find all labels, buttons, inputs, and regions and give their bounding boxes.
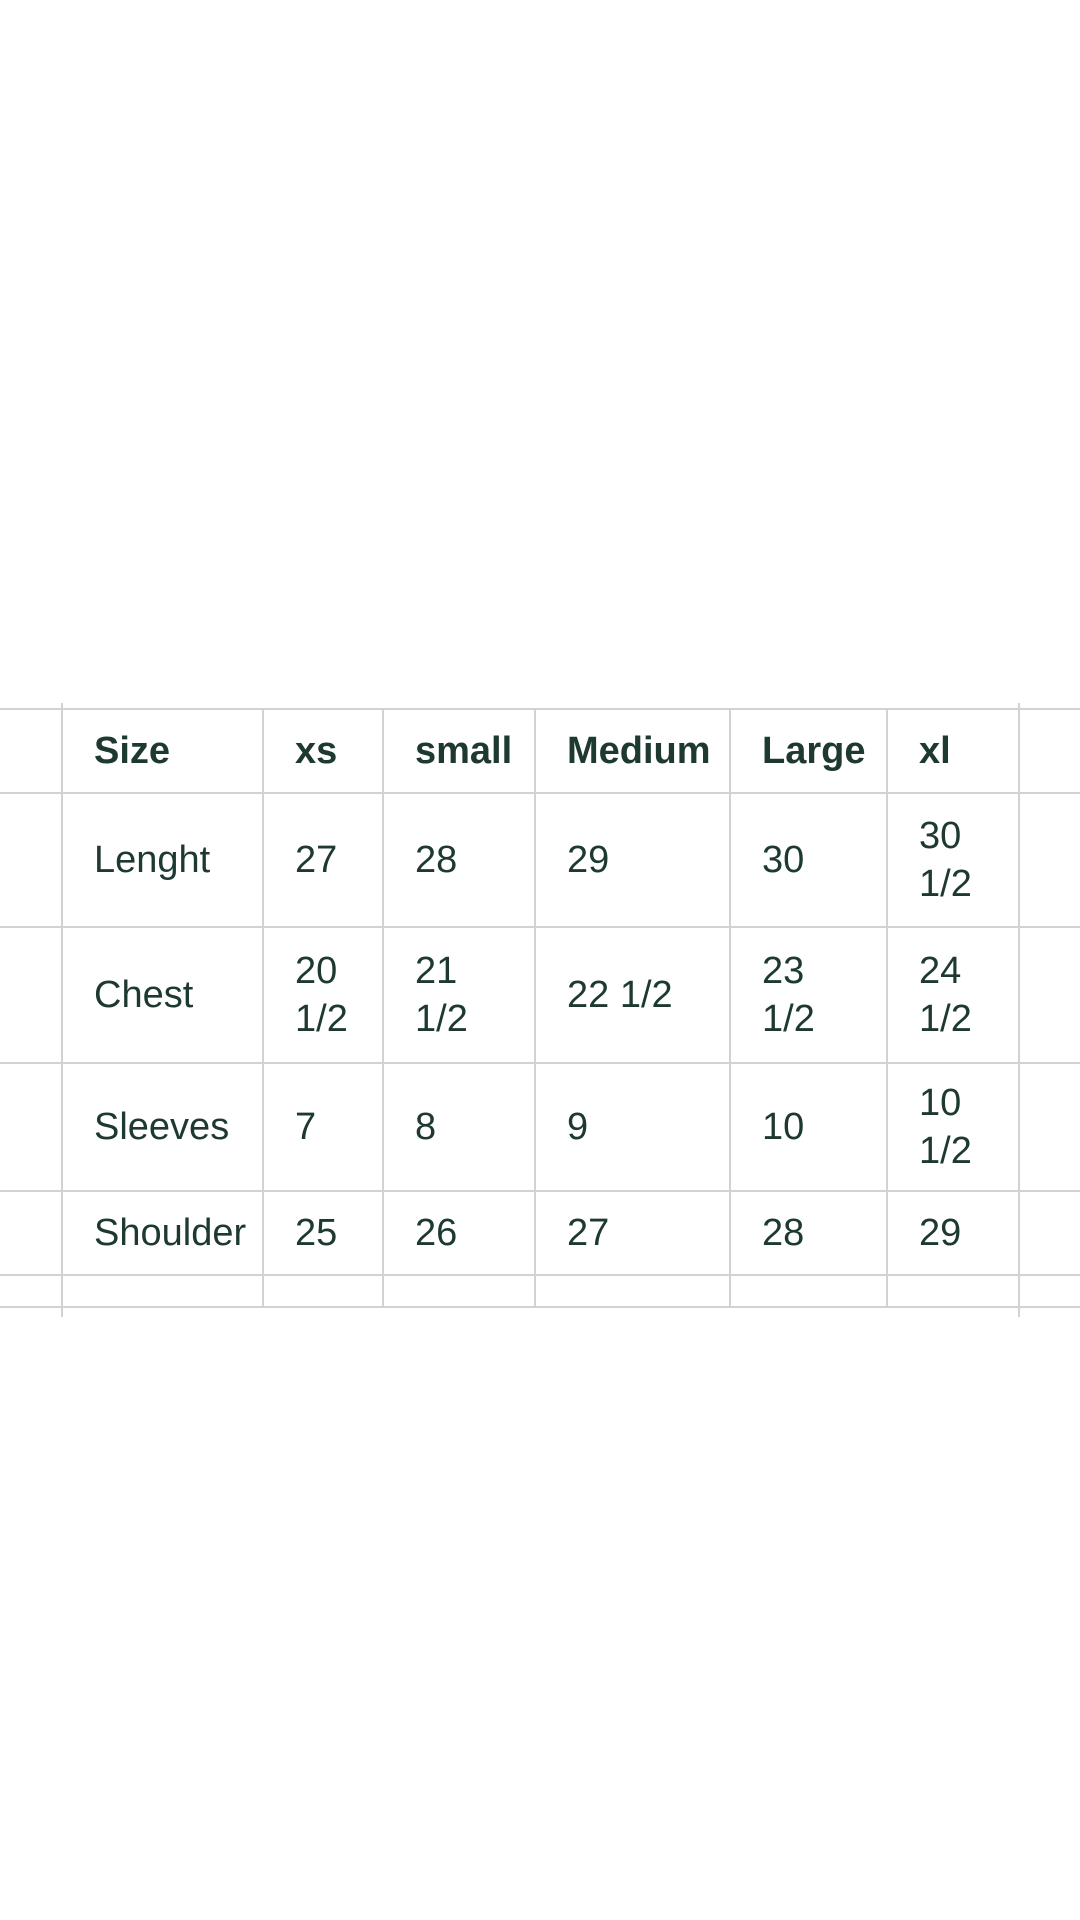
cell-blank xyxy=(61,1274,264,1308)
cell-shoulder-small: 26 xyxy=(382,1190,536,1276)
cell-lenght-xl: 30 1/2 xyxy=(886,792,1020,928)
row-label-sleeves: Sleeves xyxy=(61,1062,264,1192)
cell-blank xyxy=(886,1274,1020,1308)
cell-sleeves-large: 10 xyxy=(729,1062,888,1192)
cell-shoulder-xl: 29 xyxy=(886,1190,1020,1276)
cell-lenght-xs: 27 xyxy=(262,792,384,928)
cell-chest-small: 21 1/2 xyxy=(382,926,536,1064)
column-header-large: Large xyxy=(729,708,888,794)
cell-blank xyxy=(262,1274,384,1308)
header-row: Size xs small Medium Large xl xyxy=(0,708,1080,794)
column-header-small: small xyxy=(382,708,536,794)
cell-blank xyxy=(1018,1190,1080,1276)
cell-sleeves-xs: 7 xyxy=(262,1062,384,1192)
cell-chest-medium: 22 1/2 xyxy=(534,926,731,1064)
column-header-blank-left xyxy=(0,708,63,794)
table-row-shoulder: Shoulder 25 26 27 28 29 xyxy=(0,1190,1080,1276)
size-chart-table: Size xs small Medium Large xl Lenght 27 … xyxy=(0,708,1080,1308)
cell-blank xyxy=(1018,926,1080,1064)
row-label-lenght: Lenght xyxy=(61,792,264,928)
cell-lenght-small: 28 xyxy=(382,792,536,928)
table-row-lenght: Lenght 27 28 29 30 30 1/2 xyxy=(0,792,1080,928)
cell-shoulder-medium: 27 xyxy=(534,1190,731,1276)
cell-sleeves-small: 8 xyxy=(382,1062,536,1192)
cell-blank xyxy=(0,1274,63,1308)
row-label-chest: Chest xyxy=(61,926,264,1064)
cell-blank xyxy=(382,1274,536,1308)
cell-lenght-medium: 29 xyxy=(534,792,731,928)
cell-lenght-large: 30 xyxy=(729,792,888,928)
cell-blank xyxy=(1018,1062,1080,1192)
cell-blank xyxy=(0,1062,63,1192)
cell-blank xyxy=(0,792,63,928)
column-header-medium: Medium xyxy=(534,708,731,794)
cell-blank xyxy=(0,926,63,1064)
cell-chest-large: 23 1/2 xyxy=(729,926,888,1064)
cell-chest-xs: 20 1/2 xyxy=(262,926,384,1064)
cell-chest-xl: 24 1/2 xyxy=(886,926,1020,1064)
cell-shoulder-xs: 25 xyxy=(262,1190,384,1276)
cell-blank xyxy=(1018,1274,1080,1308)
cell-blank xyxy=(729,1274,888,1308)
table-row-empty xyxy=(0,1274,1080,1308)
table-row-sleeves: Sleeves 7 8 9 10 10 1/2 xyxy=(0,1062,1080,1192)
column-header-xs: xs xyxy=(262,708,384,794)
cell-shoulder-large: 28 xyxy=(729,1190,888,1276)
column-header-xl: xl xyxy=(886,708,1020,794)
cell-sleeves-medium: 9 xyxy=(534,1062,731,1192)
cell-blank xyxy=(1018,792,1080,928)
row-label-shoulder: Shoulder xyxy=(61,1190,264,1276)
column-header-blank-right xyxy=(1018,708,1080,794)
table-row-chest: Chest 20 1/2 21 1/2 22 1/2 23 1/2 24 1/2 xyxy=(0,926,1080,1064)
cell-blank xyxy=(534,1274,731,1308)
cell-blank xyxy=(0,1190,63,1276)
column-header-size: Size xyxy=(61,708,264,794)
cell-sleeves-xl: 10 1/2 xyxy=(886,1062,1020,1192)
